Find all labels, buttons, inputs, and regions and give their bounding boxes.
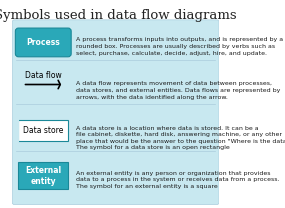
FancyBboxPatch shape <box>15 28 71 57</box>
Text: External
entity: External entity <box>25 166 61 186</box>
Text: An external entity is any person or organization that provides
data to a process: An external entity is any person or orga… <box>76 171 280 189</box>
Text: Symbols used in data flow diagrams: Symbols used in data flow diagrams <box>0 9 237 22</box>
Text: Data flow: Data flow <box>25 71 62 80</box>
Text: Process: Process <box>27 38 60 47</box>
Text: Data store: Data store <box>23 126 64 135</box>
Text: A data flow represents movement of data between processes,
data stores, and exte: A data flow represents movement of data … <box>76 81 281 100</box>
Text: A process transforms inputs into outputs, and is represented by a
rounded box. P: A process transforms inputs into outputs… <box>76 37 284 56</box>
FancyBboxPatch shape <box>12 20 219 204</box>
Text: A data store is a location where data is stored. It can be a
file cabinet, diske: A data store is a location where data is… <box>76 126 285 150</box>
Bar <box>19 120 68 141</box>
Bar <box>19 162 68 189</box>
